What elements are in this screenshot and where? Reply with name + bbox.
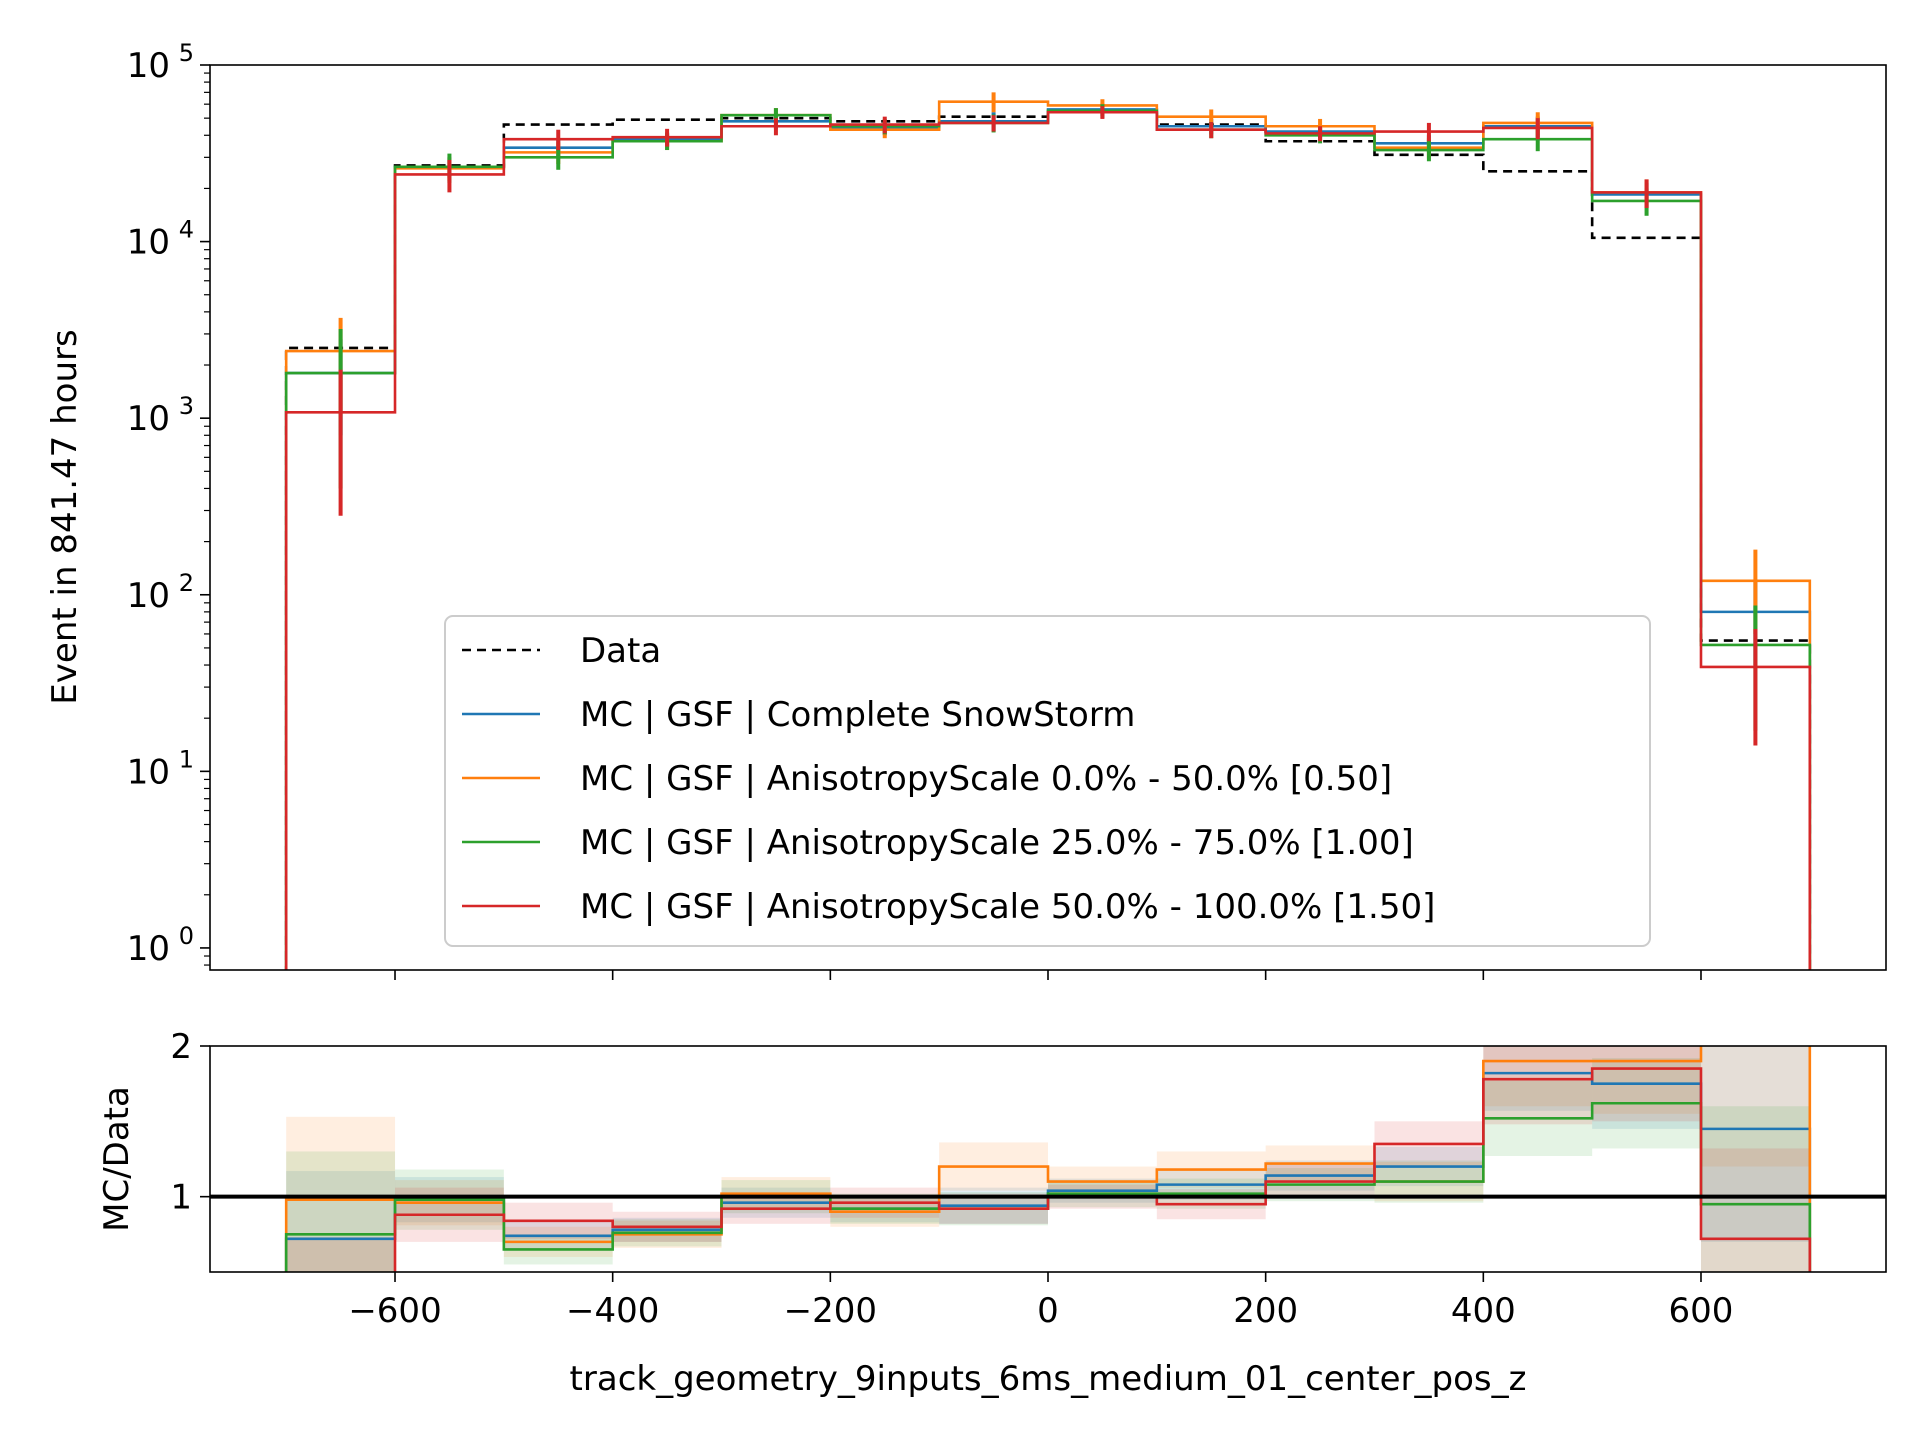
ratio-band-series-1-bin-0 (286, 1171, 396, 1272)
main-ytick-exp-2: 2 (179, 569, 194, 597)
ratio-x-ticks: −600 −400 −200 0 200 400 600 (348, 1272, 1733, 1331)
x-tick-label-2: −200 (784, 1291, 877, 1331)
legend-label-0: Data (580, 631, 661, 671)
main-ytick-label-3: 10 (127, 399, 170, 439)
ratio-band-series-4-bin-0 (286, 1237, 396, 1272)
legend-label-4: MC | GSF | AnisotropyScale 50.0% - 100.0… (580, 887, 1435, 927)
legend-label-2: MC | GSF | AnisotropyScale 0.0% - 50.0% … (580, 759, 1392, 799)
main-ytick-label-1: 10 (127, 752, 170, 792)
ratio-ytick-label-1: 2 (170, 1027, 192, 1067)
ratio-band-series-3-bin-13 (1700, 1106, 1810, 1272)
x-tick-label-3: 0 (1037, 1291, 1059, 1331)
x-tick-label-4: 200 (1233, 1291, 1298, 1331)
ratio-band-series-1-bin-13 (1700, 1046, 1810, 1242)
x-tick-label-6: 600 (1669, 1291, 1734, 1331)
ratio-band-series-2-bin-13 (1700, 1046, 1810, 1167)
main-ytick-exp-3: 3 (179, 392, 194, 420)
legend: Data MC | GSF | Complete SnowStorm MC | GS… (444, 615, 1651, 947)
x-tick-label-1: −400 (566, 1291, 659, 1331)
legend-label-3: MC | GSF | AnisotropyScale 25.0% - 75.0%… (580, 823, 1414, 863)
x-tick-label-0: −600 (348, 1291, 441, 1331)
x-axis-label: track_geometry_9inputs_6ms_medium_01_cen… (570, 1359, 1527, 1399)
ratio-plot-area (210, 1046, 1886, 1272)
main-ytick-exp-1: 1 (179, 745, 194, 773)
ratio-band-series-4-bin-11 (1483, 1046, 1593, 1125)
ratio-band-series-4-bin-13 (1700, 1148, 1810, 1272)
main-ytick-label-0: 10 (127, 929, 170, 969)
ratio-band-series-2-bin-11 (1483, 1046, 1593, 1107)
main-panel: 10 0 10 1 10 2 10 3 10 4 10 5 Event in 841.47 hours (45, 39, 1887, 980)
main-ytick-label-2: 10 (127, 576, 170, 616)
main-y-axis-label: Event in 841.47 hours (45, 329, 85, 704)
ratio-band-series-3-bin-0 (286, 1151, 396, 1272)
legend-label-1: MC | GSF | Complete SnowStorm (580, 695, 1135, 735)
ratio-band-series-2-bin-0 (286, 1116, 396, 1272)
main-y-ticks: 10 0 10 1 10 2 10 3 10 4 10 5 (127, 39, 210, 969)
ratio-y-axis-label: MC/Data (97, 1086, 137, 1232)
hist-line-series-4 (284, 110, 1812, 970)
ratio-y-ticks: 12 (170, 1027, 210, 1218)
ratio-ytick-label-0: 1 (170, 1178, 192, 1218)
legend-frame (444, 615, 1651, 947)
main-ytick-label-4: 10 (127, 223, 170, 263)
x-tick-label-5: 400 (1451, 1291, 1516, 1331)
main-ytick-exp-4: 4 (179, 216, 194, 244)
main-ytick-exp-0: 0 (179, 922, 194, 950)
ratio-line-series-4 (393, 1067, 1812, 1272)
ratio-panel: 12 −600 −400 −200 0 200 400 600 MC/Data (97, 1027, 1887, 1331)
main-ytick-label-5: 10 (127, 46, 170, 86)
main-plot-area (284, 92, 1812, 970)
main-ytick-exp-5: 5 (179, 39, 194, 67)
main-x-ticks (394, 970, 1702, 980)
